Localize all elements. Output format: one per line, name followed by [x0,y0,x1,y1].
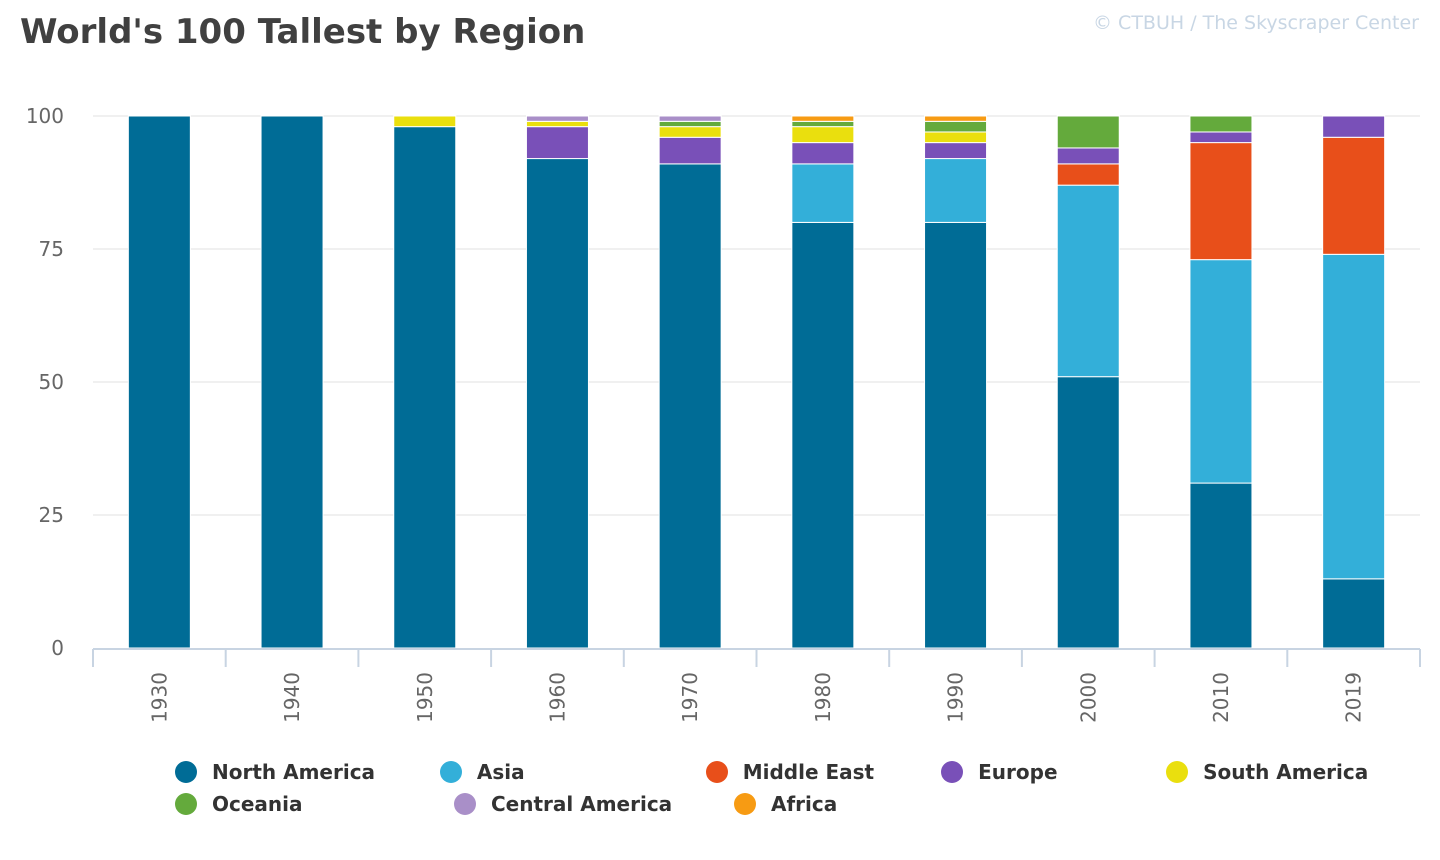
chart-credit: © CTBUH / The Skyscraper Center [1093,12,1419,34]
bar-segment [1056,376,1120,649]
legend-label: Africa [771,792,838,816]
y-tick-label: 0 [51,636,64,660]
bar-segment [791,221,855,649]
bar-segment [1056,115,1120,149]
legend-dot-icon [1166,761,1189,783]
bar-segment [1322,253,1386,580]
bar-segment [791,126,855,144]
legend-label: Asia [476,760,525,784]
bar-segment [658,120,722,128]
bar-segment [1322,136,1386,255]
bar-segment [924,120,988,133]
bar-segment [1189,131,1253,144]
legend-label: Central America [491,792,673,816]
bar-segment [791,120,855,128]
x-tick-label: 2019 [1342,672,1366,723]
legend-item[interactable]: Middle East [701,760,936,784]
bar-segment [658,136,722,165]
x-tick-label: 1940 [280,672,304,723]
bar-segment [791,142,855,165]
legend-item[interactable]: South America [1161,760,1370,784]
legend-label: Europe [978,760,1058,784]
bar-segment [525,120,589,128]
bar-segment [924,115,988,122]
x-tick-label: 1970 [678,672,702,723]
legend-label: Middle East [742,760,875,784]
bar-segment [127,115,191,649]
bar-segment [525,158,589,649]
chart-legend: North America Asia Middle East Europe South … [170,756,1370,820]
x-tick-label: 2010 [1209,672,1233,723]
bar-segment [1189,482,1253,649]
bar-segment [1322,578,1386,649]
legend-item[interactable]: Oceania [170,792,449,816]
legend-item[interactable]: Asia [435,760,701,784]
chart-title: World's 100 Tallest by Region [20,12,586,52]
bar-segment [260,115,324,649]
x-tick-label: 1930 [147,672,171,723]
bar-segment [1056,147,1120,165]
bar-segment [1189,115,1253,133]
bar-segment [924,131,988,144]
legend-item[interactable]: Europe [936,760,1161,784]
legend-item[interactable]: Central America [449,792,729,816]
legend-dot-icon [941,761,964,783]
bar-segment [924,158,988,223]
x-tick-label: 1990 [944,672,968,723]
legend-dot-icon [454,793,476,815]
bar-segment [1189,142,1253,261]
y-tick-label: 75 [39,237,64,261]
bar-segment [658,115,722,122]
y-tick-label: 50 [39,370,64,394]
legend-row: North America Asia Middle East Europe South … [170,756,1370,788]
bar-segment [791,163,855,223]
bar-segment [393,115,457,128]
bar-segment [658,126,722,138]
bar-segment [924,142,988,160]
legend-row: Oceania Central America Africa [170,788,1370,820]
x-tick-label: 1960 [545,672,569,723]
legend-dot-icon [734,793,756,815]
legend-dot-icon [175,793,197,815]
bar-segment [1056,184,1120,378]
legend-dot-icon [175,761,197,783]
bar-segment [791,115,855,122]
y-tick-label: 100 [26,104,64,128]
bar-segment [1056,163,1120,186]
legend-item[interactable]: North America [170,760,435,784]
legend-dot-icon [705,761,728,783]
x-tick-label: 1980 [811,672,835,723]
bar-segment [658,163,722,649]
bar-segment [1322,115,1386,138]
bar-segment [1189,259,1253,484]
legend-label: Oceania [212,792,303,816]
legend-label: South America [1203,760,1369,784]
legend-dot-icon [439,761,462,783]
x-tick-label: 1950 [413,672,437,723]
bar-segment [924,221,988,649]
y-tick-label: 25 [39,503,64,527]
bar-segment [525,115,589,122]
bar-segment [393,126,457,649]
bar-segment [525,126,589,160]
legend-label: North America [212,760,376,784]
x-tick-label: 2000 [1076,672,1100,723]
legend-item[interactable]: Africa [729,792,977,816]
